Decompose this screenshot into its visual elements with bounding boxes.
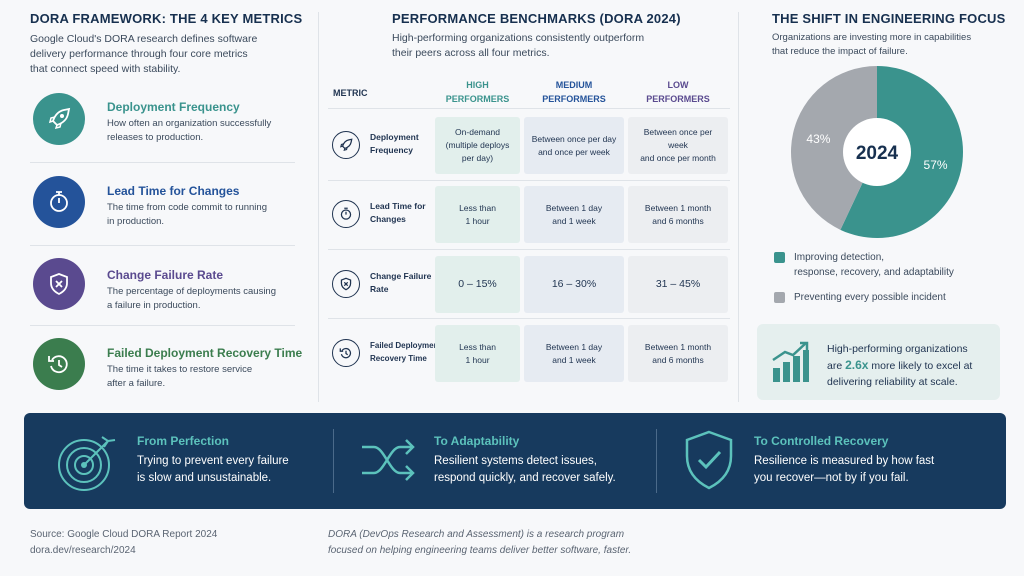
cell-low: Between 1 month and 6 months [628,325,728,382]
shuffle-arrows-icon [362,439,415,481]
cell-low: Between once per week and once per month [628,117,728,174]
row-label: Failed Deployment Recovery Time [370,341,442,363]
metric-title-deployment-frequency: Deployment Frequency [107,100,240,114]
restore-clock-icon [332,339,360,367]
callout-stat: 2.6x [845,358,869,372]
cell-high: 0 – 15% [435,256,520,313]
cell-high: Less than 1 hour [435,325,520,382]
divider [328,249,730,250]
stopwatch-icon [33,176,85,228]
middle-intro: High-performing organizations consistent… [392,32,645,59]
metric-desc: The percentage of deployments causing a f… [107,286,276,311]
legend-swatch-improving [774,252,785,263]
metric-title-recovery-time: Failed Deployment Recovery Time [107,346,303,360]
row-label: Deployment Frequency [370,132,419,155]
cell-medium: 16 – 30% [524,256,624,313]
banner-text: Resilient systems detect issues, respond … [434,455,616,484]
header-high: HIGH PERFORMERS [445,80,510,104]
banner-text: Resilience is measured by how fast you re… [754,455,935,484]
column-divider [318,12,319,402]
cell-high: Less than 1 hour [435,186,520,243]
legend-item-preventing: Preventing every possible incident [794,292,946,303]
metric-desc: The time from code commit to running in p… [107,202,267,227]
cell-medium: Between 1 day and 1 week [524,325,624,382]
banner-divider [656,429,657,493]
footer-note: DORA (DevOps Research and Assessment) is… [328,529,632,556]
footer-source: Source: Google Cloud DORA Report 2024 dor… [30,529,218,556]
cell-low: Between 1 month and 6 months [628,186,728,243]
banner-title-perfection: From Perfection [137,434,230,448]
right-title: THE SHIFT IN ENGINEERING FOCUS [772,11,1006,26]
shield-x-icon [332,270,360,298]
callout-text: High-performing organizations are 2.6x m… [827,343,973,388]
banner-title-adaptability: To Adaptability [434,434,520,448]
header-medium: MEDIUM PERFORMERS [542,80,606,104]
metric-column-header: METRIC [333,88,368,98]
metric-desc: How often an organization successfully re… [107,118,272,143]
growth-chart-icon [772,341,809,382]
right-intro: Organizations are investing more in capa… [772,32,972,57]
left-title: DORA FRAMEWORK: THE 4 KEY METRICS [30,11,303,26]
legend-swatch-preventing [774,292,785,303]
divider [328,318,730,319]
callout-box: High-performing organizations are 2.6x m… [757,324,1000,400]
stopwatch-icon [332,200,360,228]
banner-divider [333,429,334,493]
cell-high: On-demand (multiple deploys per day) [435,117,520,174]
target-icon [58,436,116,491]
shield-check-icon [685,430,733,490]
divider [30,162,295,163]
divider [328,180,730,181]
pie-label-1: 43% [806,132,830,146]
cell-medium: Between 1 day and 1 week [524,186,624,243]
divider [30,325,295,326]
middle-title: PERFORMANCE BENCHMARKS (DORA 2024) [392,11,681,26]
metric-title-lead-time: Lead Time for Changes [107,184,240,198]
shield-x-icon [33,258,85,310]
left-intro: Google Cloud's DORA research defines sof… [30,33,258,75]
donut-chart: 2024 57% 43% [791,66,963,238]
pie-label-0: 57% [924,158,948,172]
legend-item-improving: Improving detection, response, recovery, … [794,252,954,278]
rocket-icon [33,93,85,145]
cell-low: 31 – 45% [628,256,728,313]
donut-hole [843,118,911,186]
divider [328,108,730,109]
row-label: Change Failure Rate [370,271,432,294]
metric-title-change-failure-rate: Change Failure Rate [107,268,224,282]
column-divider [738,12,739,402]
banner-text: Trying to prevent every failure is slow a… [137,455,289,484]
divider [30,245,295,246]
bottom-banner: From Perfection Trying to prevent every … [24,413,1006,509]
header-low: LOW PERFORMERS [646,80,710,104]
pie-slice-1 [791,66,877,230]
chart-center-label: 2024 [856,143,899,164]
row-label: Lead Time for Changes [370,201,426,224]
restore-clock-icon [33,338,85,390]
cell-medium: Between once per day and once per week [524,117,624,174]
metric-desc: The time it takes to restore service afte… [107,364,253,389]
rocket-icon [332,131,360,159]
banner-title-controlled-recovery: To Controlled Recovery [754,434,889,448]
